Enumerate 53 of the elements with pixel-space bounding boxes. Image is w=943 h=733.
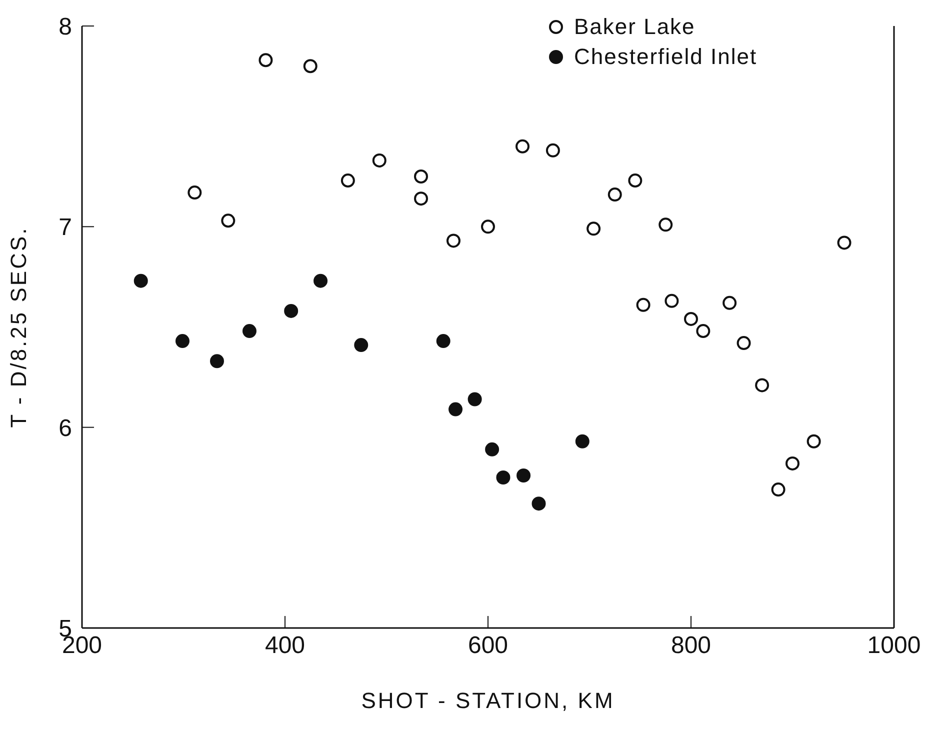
point xyxy=(806,434,821,448)
point xyxy=(175,334,190,348)
point xyxy=(354,338,368,352)
point xyxy=(516,468,531,482)
point xyxy=(684,312,698,326)
point xyxy=(468,392,482,406)
x-tick-label: 800 xyxy=(670,632,712,660)
point xyxy=(284,304,298,318)
point xyxy=(221,214,236,228)
y-axis-title: T - D/8.25 SECS. xyxy=(6,226,31,428)
point xyxy=(210,354,224,368)
y-tick-label: 8 xyxy=(58,14,72,41)
point xyxy=(771,482,786,497)
point xyxy=(414,192,428,206)
point xyxy=(722,296,737,310)
point xyxy=(628,174,642,188)
y-tick-label: 6 xyxy=(58,414,72,442)
legend-label: Baker Lake xyxy=(574,13,696,41)
point xyxy=(736,336,751,350)
point xyxy=(516,139,530,154)
point xyxy=(586,222,601,236)
point xyxy=(481,220,495,234)
y-tick-label: 7 xyxy=(58,214,72,242)
legend-label: Chesterfield Inlet xyxy=(574,43,758,71)
x-tick-label: 400 xyxy=(264,632,306,660)
point xyxy=(340,174,355,188)
point xyxy=(575,434,590,448)
point xyxy=(496,470,510,484)
point xyxy=(414,170,428,184)
point xyxy=(134,274,148,288)
x-tick-label: 1000 xyxy=(867,632,921,660)
point xyxy=(546,143,560,158)
point xyxy=(608,188,622,202)
point xyxy=(755,378,770,392)
point xyxy=(314,274,328,288)
point xyxy=(664,294,679,308)
point xyxy=(303,59,318,74)
point xyxy=(446,234,460,248)
point xyxy=(242,324,256,338)
point xyxy=(448,402,463,416)
point xyxy=(258,53,273,68)
point xyxy=(485,442,500,456)
point xyxy=(658,218,673,232)
point xyxy=(532,496,546,511)
point xyxy=(786,456,800,470)
point xyxy=(636,298,650,312)
point xyxy=(372,153,386,168)
point xyxy=(436,334,450,348)
x-axis-title: SHOT - STATION, KM xyxy=(361,688,615,713)
x-tick-label: 600 xyxy=(468,632,508,660)
point xyxy=(188,186,202,200)
point xyxy=(837,236,852,250)
point xyxy=(696,324,710,338)
